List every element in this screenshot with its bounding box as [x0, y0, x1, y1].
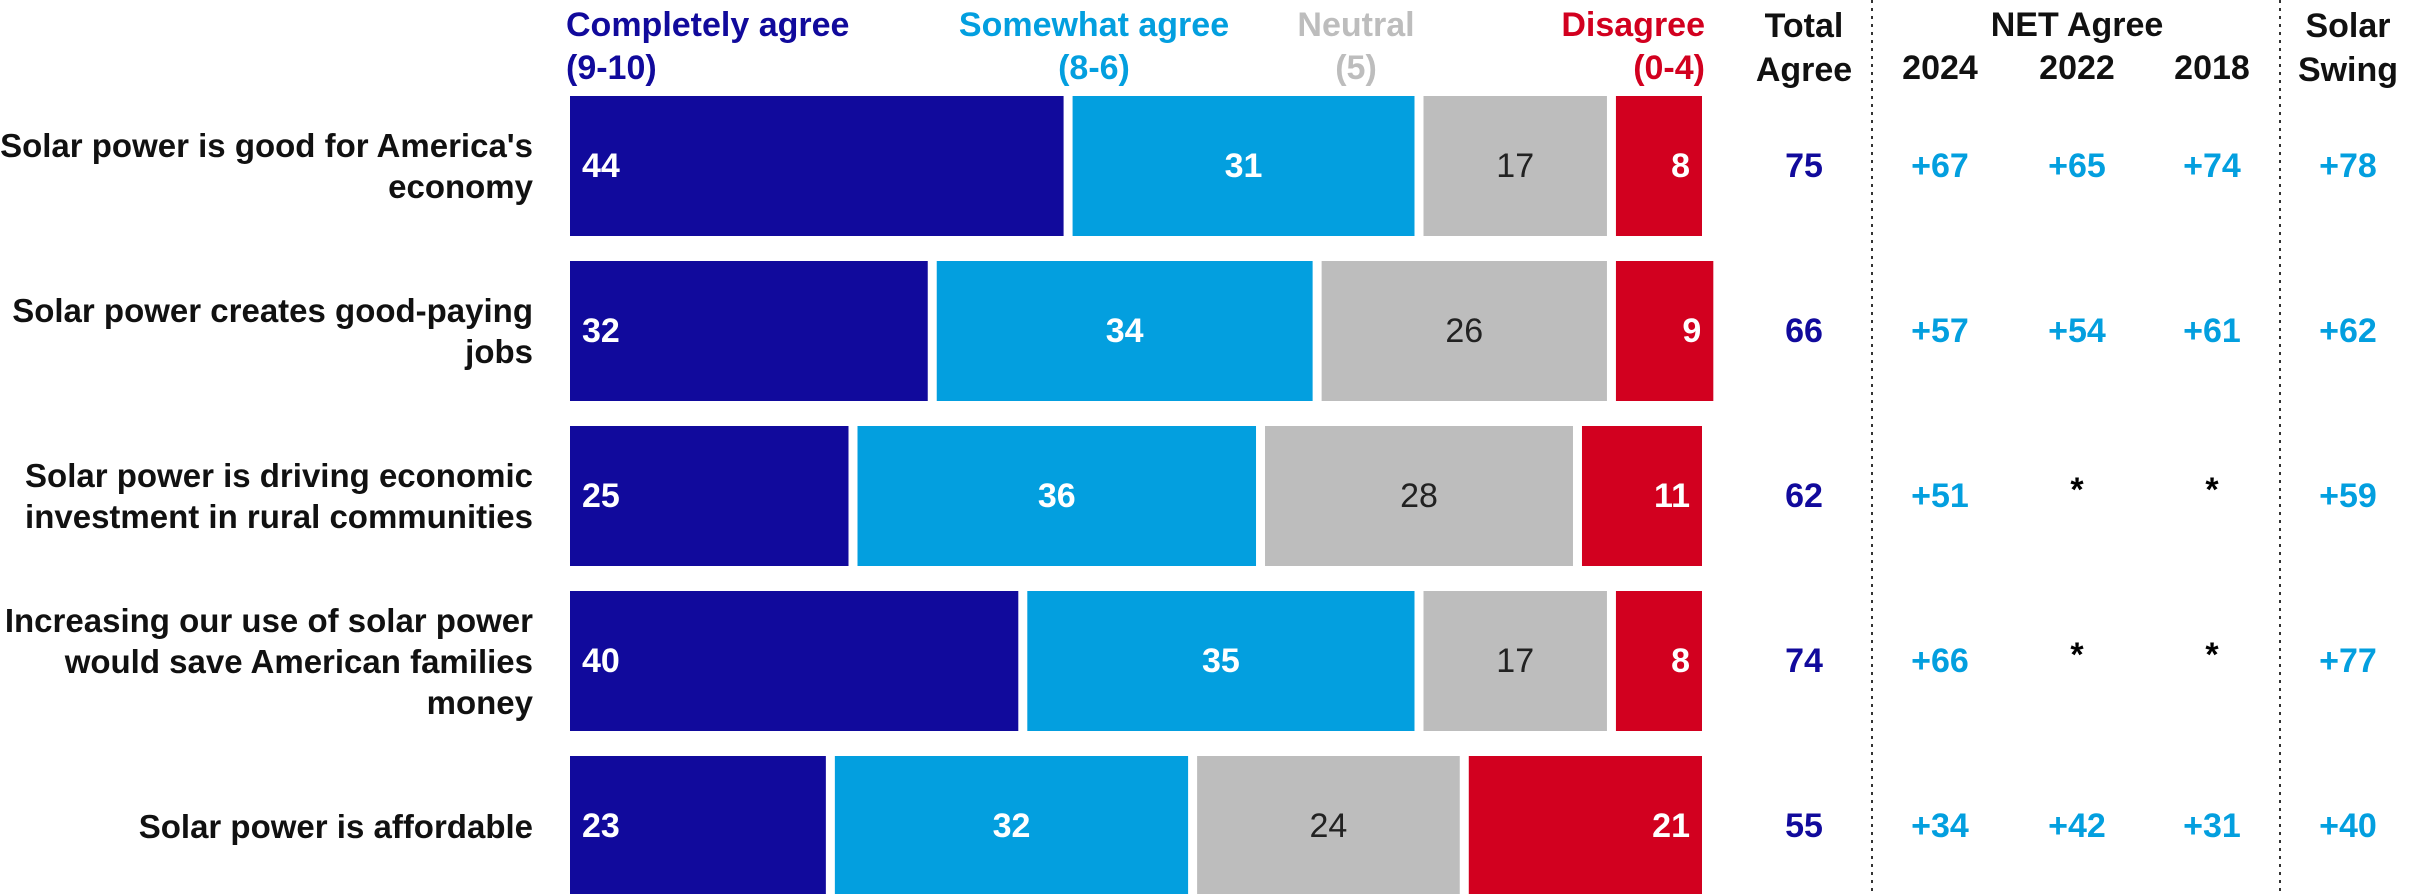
- bar-segment: [1468, 756, 1702, 894]
- legend-label: Completely agree: [566, 6, 849, 44]
- value-label: 36: [1038, 477, 1076, 515]
- value-label: 17: [1496, 147, 1534, 185]
- net-value: +67: [1911, 147, 1969, 185]
- net-value: *: [2205, 636, 2219, 674]
- value-label: 24: [1310, 807, 1348, 845]
- bar-segment: [1423, 591, 1607, 731]
- value-label: 32: [993, 807, 1031, 845]
- row-label: Solar power is good for America's econom…: [0, 127, 533, 205]
- net-value: +51: [1911, 477, 1969, 515]
- value-label: 40: [582, 642, 620, 680]
- value-label: 31: [1225, 147, 1263, 185]
- total-value: 74: [1785, 642, 1823, 680]
- row-label: Solar power creates good-paying jobs: [12, 292, 533, 370]
- bar-segment: [834, 756, 1189, 894]
- net-value: +54: [2048, 312, 2106, 350]
- net-value: +42: [2048, 807, 2106, 845]
- bar-segment: [570, 756, 826, 894]
- value-label: 8: [1671, 642, 1690, 680]
- bar-segment: [1072, 96, 1415, 236]
- legend-label: Somewhat agree: [959, 6, 1229, 44]
- bar-segment: [1321, 261, 1607, 401]
- total-value: 55: [1785, 807, 1823, 845]
- value-label: 28: [1400, 477, 1438, 515]
- swing-value: +77: [2319, 642, 2377, 680]
- swing-value: +62: [2319, 312, 2377, 350]
- swing-value: +78: [2319, 147, 2377, 185]
- column-header: 2022: [2039, 49, 2115, 87]
- value-label: 9: [1682, 312, 1701, 350]
- group-header: NET Agree: [1991, 6, 2164, 44]
- total-value: 62: [1785, 477, 1823, 515]
- net-value: +65: [2048, 147, 2106, 185]
- swing-value: +59: [2319, 477, 2377, 515]
- bar-segment: [570, 96, 1064, 236]
- bar-segment: [1265, 426, 1573, 566]
- value-label: 21: [1652, 807, 1690, 845]
- row-label: Solar power is driving economic investme…: [25, 457, 533, 535]
- bar-segment: [1615, 96, 1702, 236]
- bar-segment: [1581, 426, 1702, 566]
- legend-scale: (9-10): [566, 49, 657, 87]
- value-label: 11: [1654, 477, 1690, 515]
- bar-segment: [1197, 756, 1460, 894]
- value-label: 8: [1671, 147, 1690, 185]
- legend-scale: (0-4): [1633, 49, 1705, 87]
- bar-segment: [570, 426, 849, 566]
- value-label: 25: [582, 477, 620, 515]
- net-value: +57: [1911, 312, 1969, 350]
- column-header: 2018: [2174, 49, 2250, 87]
- bar-segment: [570, 591, 1019, 731]
- bar-segment: [1615, 261, 1714, 401]
- swing-value: +40: [2319, 807, 2377, 845]
- net-value: *: [2205, 471, 2219, 509]
- legend-scale: (5): [1335, 49, 1377, 87]
- value-label: 23: [582, 807, 620, 845]
- net-value: +34: [1911, 807, 1969, 845]
- legend-label: Disagree: [1561, 6, 1705, 44]
- bar-segment: [1615, 591, 1702, 731]
- bar-segment: [936, 261, 1313, 401]
- bar-segment: [1423, 96, 1607, 236]
- total-value: 75: [1785, 147, 1823, 185]
- column-header: Total Agree: [1755, 7, 1853, 89]
- legend-scale: (8-6): [1058, 49, 1130, 87]
- column-header: 2024: [1902, 49, 1978, 87]
- net-value: +66: [1911, 642, 1969, 680]
- net-value: +31: [2183, 807, 2241, 845]
- value-label: 35: [1202, 642, 1240, 680]
- value-label: 26: [1445, 312, 1483, 350]
- value-label: 44: [582, 147, 620, 185]
- net-value: *: [2070, 636, 2084, 674]
- total-value: 66: [1785, 312, 1823, 350]
- bar-segment: [570, 261, 928, 401]
- net-value: +61: [2183, 312, 2241, 350]
- column-header: Solar Swing: [2297, 7, 2399, 89]
- legend-label: Neutral: [1297, 6, 1414, 44]
- row-label: Solar power is affordable: [138, 807, 533, 845]
- row-label: Increasing our use of solar power would …: [4, 601, 533, 721]
- net-value: +74: [2183, 147, 2241, 185]
- value-label: 32: [582, 312, 620, 350]
- bar-segment: [1027, 591, 1415, 731]
- bar-segment: [857, 426, 1257, 566]
- value-label: 17: [1496, 642, 1534, 680]
- value-label: 34: [1106, 312, 1144, 350]
- net-value: *: [2070, 471, 2084, 509]
